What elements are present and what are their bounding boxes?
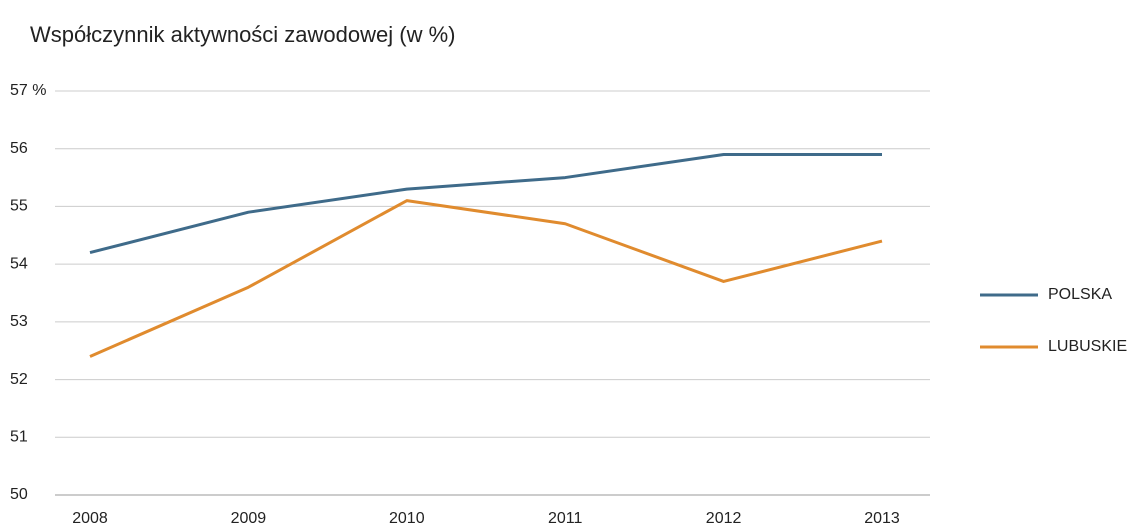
legend-label: POLSKA — [1048, 286, 1112, 303]
legend-label: LUBUSKIE — [1048, 338, 1127, 355]
y-tick-label: 56 — [10, 140, 28, 157]
line — [89, 199, 883, 358]
y-tick-label: 51 — [10, 429, 28, 446]
y-tick-label: 53 — [10, 313, 28, 330]
x-tick-label: 2013 — [864, 510, 900, 525]
x-tick-label: 2009 — [231, 510, 267, 525]
y-tick-label: 55 — [10, 198, 28, 215]
x-tick-label: 2011 — [548, 510, 583, 525]
x-tick-label: 2008 — [72, 510, 108, 525]
x-tick-label: 2012 — [706, 510, 742, 525]
y-tick-label: 50 — [10, 486, 28, 503]
line — [89, 152, 882, 255]
chart-title: Współczynnik aktywności zawodowej (w %) — [30, 22, 455, 47]
y-tick-label: 54 — [10, 255, 28, 272]
y-tick-label: 57 % — [10, 82, 46, 99]
y-tick-label: 52 — [10, 371, 28, 388]
x-tick-label: 2010 — [389, 510, 425, 525]
